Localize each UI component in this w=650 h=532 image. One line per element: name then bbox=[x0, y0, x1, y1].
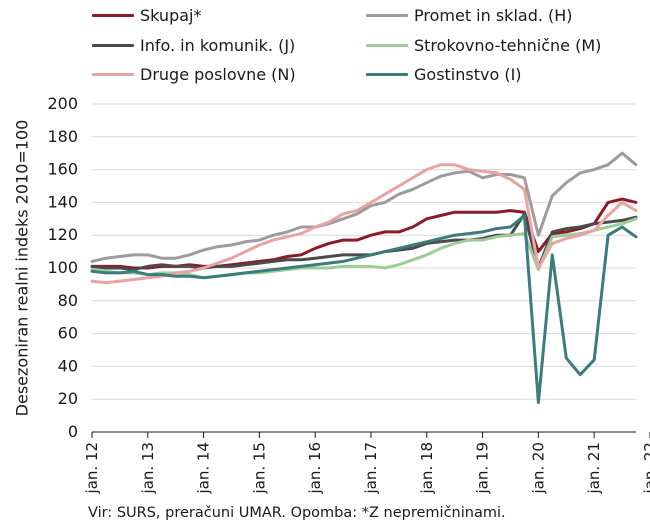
legend-label-3: Strokovno-tehnične (M) bbox=[414, 35, 602, 55]
legend-item-2: Info. in komunik. (J) bbox=[92, 34, 295, 56]
legend-swatch-5 bbox=[366, 72, 408, 76]
y-tick-label: 120 bbox=[47, 225, 78, 244]
series-lines bbox=[90, 151, 638, 404]
legend-item-1: Promet in sklad. (H) bbox=[366, 4, 573, 26]
y-tick-label: 180 bbox=[47, 127, 78, 146]
axes bbox=[91, 431, 650, 438]
x-tick-label: jan. 13 bbox=[139, 442, 157, 495]
y-tick-label: 60 bbox=[58, 324, 78, 343]
x-tick-labels: jan. 12 jan. 13 jan. 14 jan. 15 jan. 16 jan. … bbox=[83, 442, 650, 495]
x-tick-label: jan. 16 bbox=[306, 442, 324, 495]
y-tick-label: 40 bbox=[58, 356, 78, 375]
legend-swatch-4 bbox=[92, 72, 134, 76]
x-tick-label: jan. 18 bbox=[418, 442, 436, 495]
legend-swatch-0 bbox=[92, 13, 134, 17]
x-tick-label: jan. 12 bbox=[83, 442, 101, 495]
legend-label-2: Info. in komunik. (J) bbox=[140, 35, 296, 55]
y-tick-label: 100 bbox=[47, 258, 78, 277]
x-tick-label: jan. 19 bbox=[474, 442, 492, 495]
y-tick-label: 140 bbox=[47, 192, 78, 211]
legend-label-0: Skupaj* bbox=[140, 5, 202, 25]
legend-item-0: Skupaj* bbox=[92, 4, 201, 26]
y-tick-labels: 0 20 40 60 80 100 120 140 160 180 200 bbox=[47, 94, 78, 441]
source-note: Vir: SURS, preračuni UMAR. Opomba: *Z ne… bbox=[88, 505, 506, 521]
legend-swatch-2 bbox=[92, 43, 134, 47]
y-tick-label: 80 bbox=[58, 291, 78, 310]
gridlines bbox=[92, 103, 636, 400]
series-line-5 bbox=[90, 214, 638, 404]
series-line-1 bbox=[90, 151, 638, 263]
legend-item-4: Druge poslovne (N) bbox=[92, 63, 296, 85]
x-tick-label: jan. 21 bbox=[585, 442, 603, 495]
x-tick-label: jan. 14 bbox=[195, 442, 213, 495]
legend-label-1: Promet in sklad. (H) bbox=[414, 5, 573, 25]
y-tick-label: 160 bbox=[47, 160, 78, 179]
legend-swatch-3 bbox=[366, 43, 408, 47]
x-tick-label: jan. 17 bbox=[362, 442, 380, 495]
legend-swatch-1 bbox=[366, 13, 408, 17]
y-tick-label: 200 bbox=[47, 94, 78, 113]
legend-item-3: Strokovno-tehnične (M) bbox=[366, 34, 601, 56]
y-tick-label: 20 bbox=[58, 389, 78, 408]
series-line-4 bbox=[90, 163, 638, 285]
x-tick-label: jan. 15 bbox=[250, 442, 268, 495]
x-tick-label: jan. 22 bbox=[641, 442, 650, 495]
legend-label-5: Gostinstvo (I) bbox=[414, 64, 522, 84]
x-tick-label: jan. 20 bbox=[529, 442, 547, 495]
legend-item-5: Gostinstvo (I) bbox=[366, 63, 522, 85]
legend-label-4: Druge poslovne (N) bbox=[140, 64, 296, 84]
y-tick-label: 0 bbox=[68, 422, 78, 441]
y-axis-label: Desezoniran realni indeks 2010=100 bbox=[12, 119, 32, 417]
